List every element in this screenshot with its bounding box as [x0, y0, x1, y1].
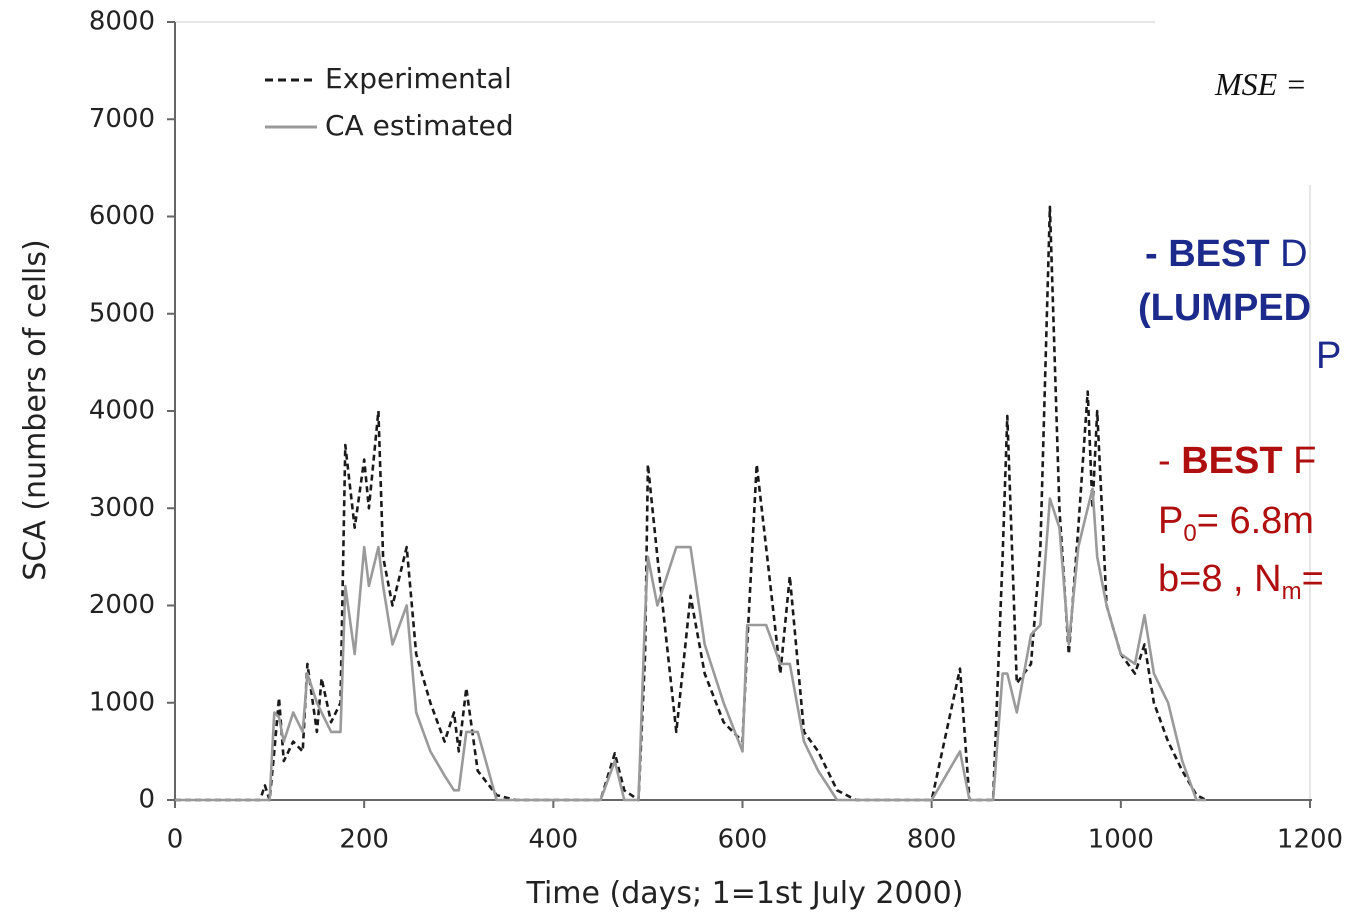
- annotation-part: F: [1293, 440, 1316, 482]
- y-tick-label: 4000: [89, 396, 155, 426]
- annotation-part: 0: [1183, 520, 1196, 547]
- annotation: - BEST F: [1158, 440, 1316, 482]
- y-tick-label: 0: [138, 785, 155, 815]
- y-tick-label: 2000: [89, 590, 155, 620]
- x-tick-label: 400: [529, 825, 579, 855]
- annotation: - BEST D: [1145, 233, 1308, 275]
- annotation-part: =: [1302, 558, 1324, 600]
- x-tick-label: 200: [339, 825, 389, 855]
- x-tick-label: 1200: [1277, 825, 1343, 855]
- x-axis-label: Time (days; 1=1st July 2000): [526, 876, 964, 911]
- series-line: [175, 487, 1206, 802]
- annotation-part: m: [1282, 578, 1302, 605]
- annotation: b=8 , Nm=: [1158, 558, 1324, 605]
- y-tick-label: 8000: [89, 7, 155, 37]
- x-tick-label: 0: [167, 825, 184, 855]
- annotation: P0= 6.8m: [1158, 500, 1314, 547]
- x-tick-label: 600: [718, 825, 768, 855]
- x-tick-label: 1000: [1088, 825, 1154, 855]
- annotation-part: P: [1158, 500, 1183, 542]
- annotation-part: - BEST: [1145, 233, 1270, 275]
- y-tick-label: 5000: [89, 298, 155, 328]
- formula: MSE =: [1214, 66, 1307, 102]
- legend-label: CA estimated: [325, 109, 514, 142]
- annotation-part: BEST: [1181, 440, 1282, 482]
- y-tick-label: 3000: [89, 493, 155, 523]
- legend-label: Experimental: [325, 62, 512, 95]
- y-axis-label: SCA (numbers of cells): [18, 239, 53, 580]
- annotation: P: [1316, 335, 1341, 377]
- annotation: (LUMPED: [1138, 287, 1311, 329]
- annotation-part: -: [1158, 440, 1181, 482]
- y-tick-label: 1000: [89, 687, 155, 717]
- x-tick-label: 800: [907, 825, 957, 855]
- annotation-part: b=8 , N: [1158, 558, 1282, 600]
- y-tick-label: 7000: [89, 104, 155, 134]
- annotation-part: D: [1280, 233, 1307, 275]
- y-tick-label: 6000: [89, 201, 155, 231]
- annotation-part: = 6.8m: [1197, 500, 1314, 542]
